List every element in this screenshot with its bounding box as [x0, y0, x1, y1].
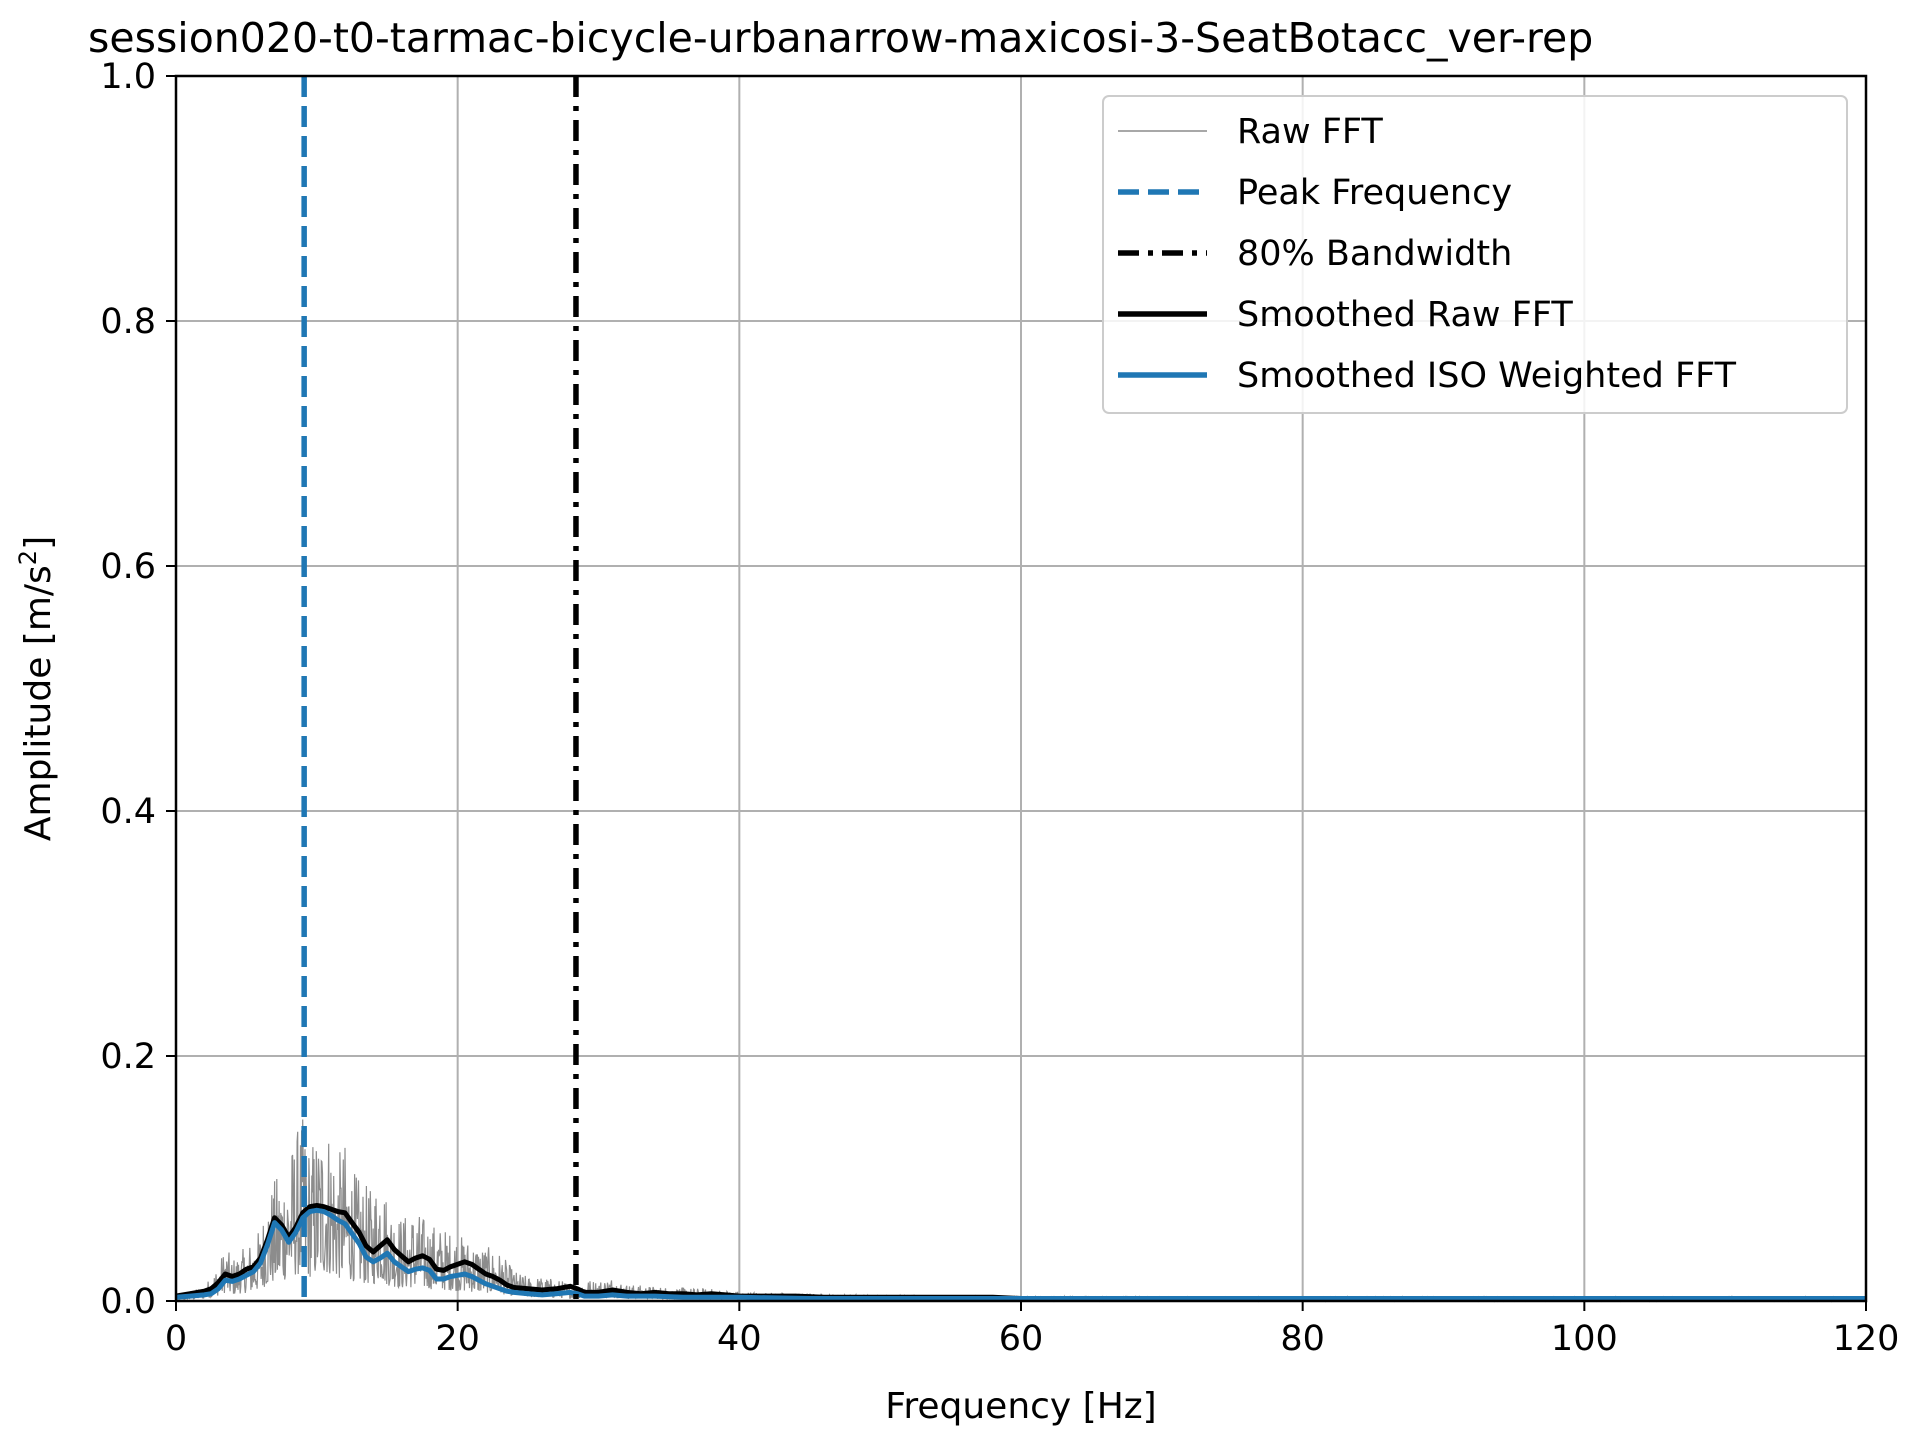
legend-label: Smoothed Raw FFT: [1237, 295, 1573, 335]
legend-box: [1102, 95, 1848, 414]
y-tick-label: 0.6: [100, 547, 156, 587]
y-tick-label: 0.4: [100, 792, 156, 832]
y-tick-label: 0.0: [100, 1282, 156, 1322]
x-tick-label: 60: [999, 1319, 1044, 1359]
legend-label: Smoothed ISO Weighted FFT: [1237, 356, 1737, 396]
x-axis-label: Frequency [Hz]: [885, 1386, 1156, 1427]
y-axis-label: Amplitude [m/s2]: [14, 536, 59, 841]
y-axis-label-main: Amplitude [m/s: [18, 565, 59, 841]
y-tick-label: 0.2: [100, 1037, 156, 1077]
legend-label: Raw FFT: [1237, 112, 1383, 152]
y-tick-label: 1.0: [100, 57, 156, 97]
legend-label: 80% Bandwidth: [1237, 234, 1512, 274]
legend: Raw FFT Peak Frequency 80% Bandwidth Smooth…: [1102, 95, 1848, 414]
x-tick-label: 40: [717, 1319, 762, 1359]
x-tick-label: 20: [435, 1319, 480, 1359]
y-axis-label-superscript: 2: [14, 550, 42, 565]
y-tick-label: 0.8: [100, 302, 156, 342]
x-tick-label: 120: [1833, 1319, 1900, 1359]
ticks: 0 20 40 60 80 100 120 0.0 0.2 0.4 0.6 0.8 1.0: [100, 57, 1899, 1359]
y-axis-label-close: ]: [18, 536, 59, 550]
smoothed-iso-weighted-fft-line: [175, 1207, 1866, 1301]
x-tick-label: 100: [1551, 1319, 1618, 1359]
chart-title: session020-t0-tarmac-bicycle-urbanarrow-…: [88, 14, 1593, 62]
x-tick-label: 0: [165, 1319, 187, 1359]
x-tick-label: 80: [1280, 1319, 1325, 1359]
legend-label: Peak Frequency: [1237, 173, 1512, 213]
